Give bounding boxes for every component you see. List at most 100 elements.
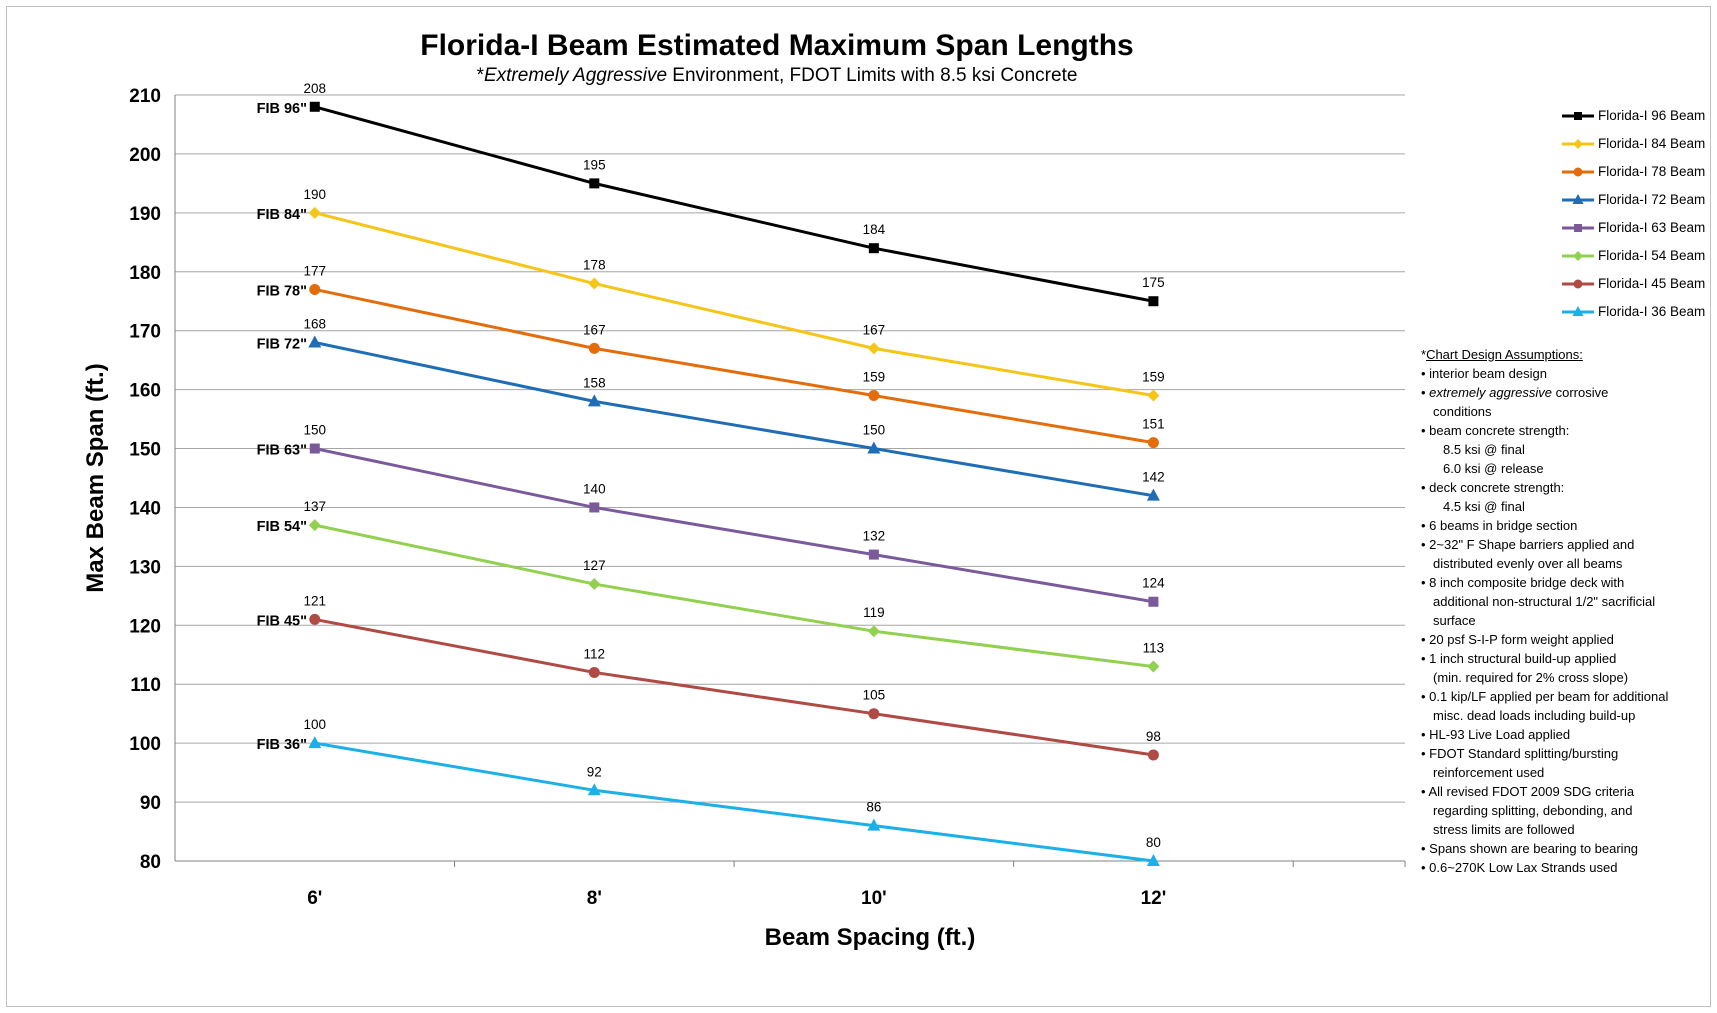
data-label: 121 bbox=[304, 593, 327, 608]
note-line: • 8 inch composite bridge deck with bbox=[1421, 575, 1625, 590]
legend-label: Florida-I 78 Beam bbox=[1598, 164, 1706, 179]
note-line: • HL-93 Live Load applied bbox=[1421, 727, 1571, 742]
y-tick-label: 80 bbox=[140, 852, 161, 873]
subtitle-prefix: * bbox=[476, 65, 484, 86]
data-label: 137 bbox=[304, 499, 327, 514]
data-label: 168 bbox=[304, 316, 327, 331]
line-chart: 80 90 100 110 120 130 140 150 160 170 180 190 200 210… bbox=[82, 81, 1406, 951]
data-label: 159 bbox=[1142, 370, 1165, 385]
y-tick-label: 150 bbox=[129, 440, 161, 461]
x-tick-label: 6' bbox=[307, 888, 322, 909]
legend-label: Florida-I 84 Beam bbox=[1598, 136, 1706, 151]
data-point bbox=[1148, 296, 1159, 307]
legend-item: Florida-I 63 Beam bbox=[1562, 217, 1717, 245]
data-point bbox=[867, 818, 881, 831]
data-point bbox=[308, 519, 321, 532]
legend-swatch bbox=[1562, 306, 1594, 316]
legend-item: Florida-I 54 Beam bbox=[1562, 245, 1717, 273]
note-line: • 0.1 kip/LF applied per beam for additi… bbox=[1421, 689, 1669, 704]
series-label: FIB 78" bbox=[257, 283, 307, 299]
data-point bbox=[309, 283, 321, 295]
data-point bbox=[1147, 749, 1159, 761]
note-line: misc. dead loads including build-up bbox=[1433, 708, 1636, 723]
notes-title-prefix: * bbox=[1421, 347, 1427, 362]
data-label: 159 bbox=[863, 370, 886, 385]
legend-item: Florida-I 78 Beam bbox=[1562, 161, 1717, 189]
legend-swatch bbox=[1562, 194, 1594, 204]
note-line: • Spans shown are bearing to bearing bbox=[1421, 841, 1639, 856]
note-line: • 6 beams in bridge section bbox=[1421, 518, 1578, 533]
note-line: 6.0 ksi @ release bbox=[1443, 461, 1544, 476]
legend-item: Florida-I 84 Beam bbox=[1562, 133, 1717, 161]
series-line bbox=[314, 447, 1154, 604]
data-point bbox=[868, 390, 880, 402]
note-line: distributed evenly over all beams bbox=[1433, 556, 1623, 571]
data-point bbox=[588, 578, 601, 591]
y-tick-label: 160 bbox=[129, 381, 161, 402]
data-point bbox=[868, 708, 880, 720]
data-point bbox=[1148, 596, 1159, 607]
data-point bbox=[867, 441, 881, 454]
note-line: 8.5 ksi @ final bbox=[1443, 442, 1525, 457]
data-label: 112 bbox=[584, 646, 606, 661]
data-point bbox=[587, 394, 601, 407]
note-line: reinforcement used bbox=[1433, 765, 1545, 780]
data-label: 150 bbox=[304, 423, 327, 438]
note-line: • 1 inch structural build-up applied bbox=[1421, 651, 1617, 666]
y-tick-label: 130 bbox=[129, 557, 161, 578]
legend: Florida-I 96 Beam Florida-I 84 Beam Florid… bbox=[1562, 105, 1717, 329]
legend-swatch bbox=[1562, 279, 1594, 289]
data-label: 140 bbox=[583, 481, 606, 496]
data-label: 127 bbox=[583, 558, 606, 573]
data-label: 105 bbox=[863, 688, 886, 703]
data-point bbox=[309, 613, 321, 625]
data-label: 150 bbox=[863, 423, 886, 438]
data-label: 98 bbox=[1146, 729, 1161, 744]
data-point bbox=[588, 666, 600, 678]
data-point bbox=[308, 335, 322, 348]
legend-swatch bbox=[1562, 112, 1594, 120]
note-line: surface bbox=[1433, 613, 1476, 628]
y-tick-label: 110 bbox=[130, 675, 161, 696]
y-tick-label: 210 bbox=[129, 86, 161, 107]
data-point bbox=[308, 206, 321, 219]
data-point bbox=[309, 101, 320, 112]
data-label: 142 bbox=[1142, 470, 1165, 485]
legend-label: Florida-I 96 Beam bbox=[1598, 108, 1706, 123]
data-label: 177 bbox=[304, 263, 327, 278]
note-line: • All revised FDOT 2009 SDG criteria bbox=[1421, 784, 1635, 799]
data-point bbox=[308, 736, 322, 749]
legend-item: Florida-I 36 Beam bbox=[1562, 301, 1717, 329]
legend-label: Florida-I 54 Beam bbox=[1598, 248, 1706, 263]
legend-label: Florida-I 63 Beam bbox=[1598, 220, 1706, 235]
series-line bbox=[314, 523, 1154, 669]
series-line bbox=[314, 211, 1154, 397]
data-label: 184 bbox=[863, 222, 886, 237]
series-label: FIB 36" bbox=[257, 737, 307, 753]
data-point bbox=[1147, 437, 1159, 449]
data-label: 167 bbox=[863, 322, 886, 337]
series-line bbox=[314, 741, 1154, 863]
data-label: 178 bbox=[583, 258, 606, 273]
note-line: additional non-structural 1/2" sacrifici… bbox=[1433, 594, 1656, 609]
note-line: • beam concrete strength: bbox=[1421, 423, 1570, 438]
series-line bbox=[314, 341, 1154, 498]
subtitle-italic: Extremely Aggressive bbox=[483, 65, 668, 86]
series-label: FIB 84" bbox=[257, 207, 307, 223]
data-point bbox=[867, 342, 880, 355]
data-point bbox=[868, 549, 879, 560]
legend-label: Florida-I 72 Beam bbox=[1598, 192, 1706, 207]
series-label: FIB 72" bbox=[257, 336, 307, 352]
note-line: 4.5 ksi @ final bbox=[1443, 499, 1525, 514]
y-tick-label: 190 bbox=[129, 204, 161, 225]
legend-item: Florida-I 72 Beam bbox=[1562, 189, 1717, 217]
legend-item: Florida-I 45 Beam bbox=[1562, 273, 1717, 301]
data-label: 167 bbox=[583, 322, 606, 337]
series-line bbox=[314, 617, 1154, 757]
chart-area: Florida-I Beam Estimated Maximum Span Le… bbox=[6, 6, 1711, 1007]
data-point bbox=[1147, 389, 1160, 402]
chart-subtitle: *Extremely Aggressive Environment, FDOT … bbox=[7, 65, 1547, 87]
series-label: FIB 63" bbox=[257, 443, 307, 459]
note-line: • extremely aggressive corrosive bbox=[1421, 385, 1609, 400]
note-line: (min. required for 2% cross slope) bbox=[1433, 670, 1629, 685]
